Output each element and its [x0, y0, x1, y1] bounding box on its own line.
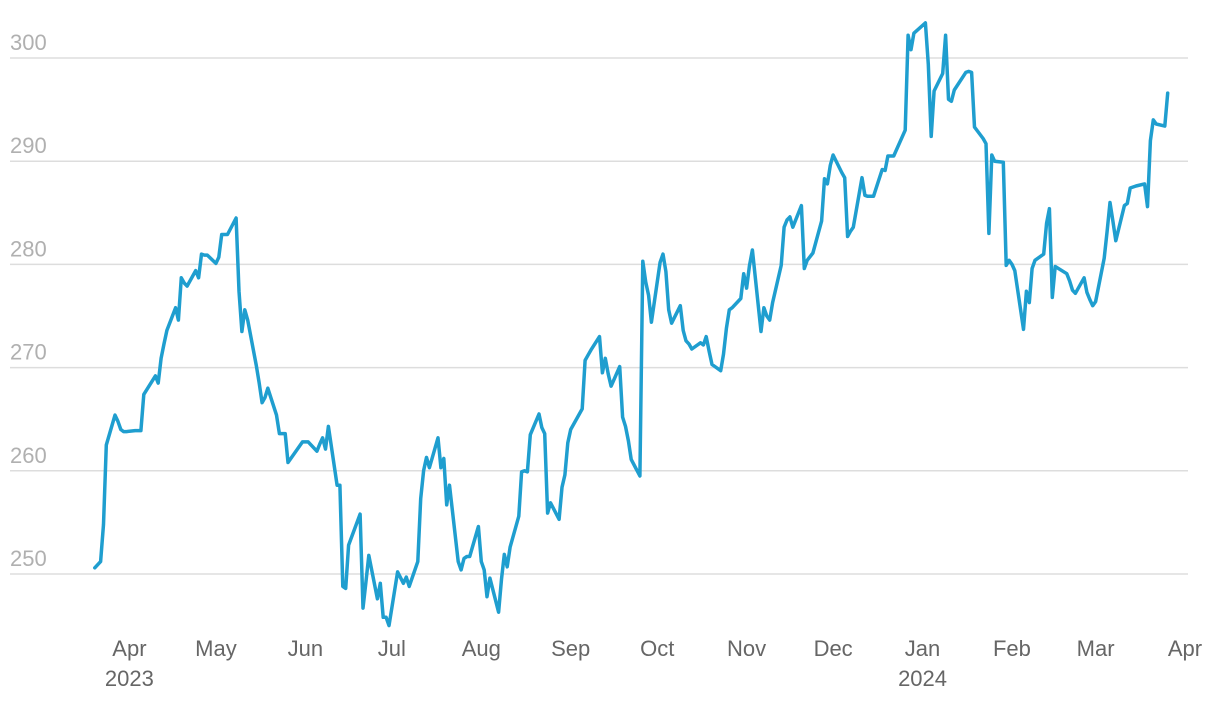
series-layer [93, 21, 1170, 628]
y-axis: 250 260 270 280 290 300 [10, 30, 47, 571]
x-tick-year-label: 2024 [898, 666, 947, 691]
x-axis: Apr 2023 May Jun Jul Aug Sep Oct Nov Dec Jan 2024 Fe… [105, 636, 1202, 691]
y-tick-label: 250 [10, 546, 47, 571]
x-tick-label: Mar [1077, 636, 1115, 661]
x-tick-label: Feb [993, 636, 1031, 661]
x-tick-label: May [195, 636, 237, 661]
y-tick-label: 280 [10, 236, 47, 261]
x-tick-label: Jul [378, 636, 406, 661]
y-tick-label: 290 [10, 133, 47, 158]
x-tick-label: Jun [288, 636, 323, 661]
y-tick-label: 270 [10, 340, 47, 365]
x-tick-label: Sep [551, 636, 590, 661]
x-tick-label: Apr [1168, 636, 1202, 661]
y-tick-label: 260 [10, 443, 47, 468]
x-tick-label: Nov [727, 636, 766, 661]
x-tick-label: Aug [462, 636, 501, 661]
gridlines [10, 57, 1188, 575]
x-tick-year-label: 2023 [105, 666, 154, 691]
x-tick-label: Jan [905, 636, 940, 661]
x-tick-label: Oct [640, 636, 674, 661]
x-tick-label: Apr [112, 636, 146, 661]
x-tick-label: Dec [814, 636, 853, 661]
series-line-0 [93, 21, 1170, 628]
y-tick-label: 300 [10, 30, 47, 55]
